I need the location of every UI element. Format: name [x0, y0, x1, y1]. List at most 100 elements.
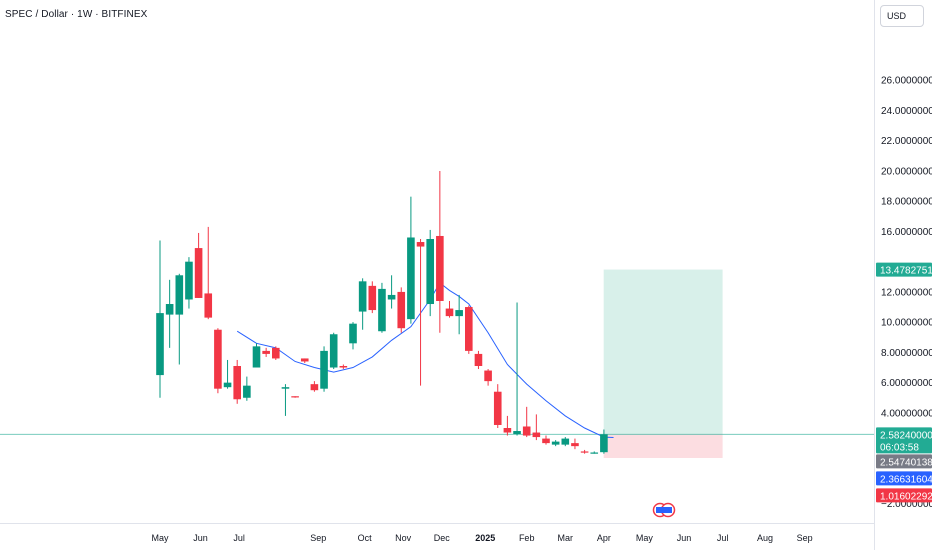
candle — [156, 240, 164, 398]
candle-body — [368, 285, 377, 311]
candle — [387, 275, 396, 309]
time-tick-label: Mar — [558, 533, 574, 543]
candle-body — [561, 438, 570, 445]
candle — [204, 226, 213, 320]
time-tick-label: Sep — [310, 533, 326, 543]
candle — [474, 350, 483, 370]
price-tick-label: 26.00000000 — [881, 76, 932, 87]
candle — [503, 415, 512, 436]
candle-body — [329, 334, 338, 368]
candle — [436, 170, 444, 333]
candle-body — [281, 387, 290, 389]
price-tick-label: 22.00000000 — [881, 136, 932, 147]
candle-body — [252, 346, 261, 368]
time-tick-label: Jun — [193, 533, 208, 543]
candle — [551, 440, 560, 447]
gray-price-label: 2.54740138 — [876, 454, 932, 469]
candle — [185, 257, 193, 309]
candle-body — [185, 261, 193, 300]
time-tick-label: May — [151, 533, 169, 543]
candle — [522, 406, 531, 438]
candle — [272, 346, 280, 360]
candle — [223, 359, 232, 389]
price-tick-label: 16.00000000 — [881, 227, 932, 238]
candle-body — [600, 434, 608, 453]
chart-title: SPEC / Dollar · 1W · BITFINEX — [5, 9, 148, 20]
candle-body — [416, 242, 425, 247]
candle — [291, 396, 299, 398]
candle-body — [522, 426, 531, 436]
time-tick-label: Aug — [757, 533, 773, 543]
candle — [493, 384, 502, 428]
candle-body — [233, 366, 241, 400]
candle — [532, 414, 541, 441]
time-tick-label: May — [636, 533, 654, 543]
candle — [252, 343, 261, 368]
candle — [580, 449, 589, 454]
price-axis-divider — [874, 0, 875, 550]
candle-body — [455, 310, 463, 317]
price-tick-label: 24.00000000 — [881, 106, 932, 117]
candle-body — [387, 294, 396, 300]
price-tick-label: 6.00000000 — [881, 378, 932, 389]
candle-body — [272, 347, 280, 359]
candle — [358, 278, 367, 330]
candle — [233, 359, 241, 404]
gray-price-label-text: 2.54740138 — [880, 457, 932, 468]
candle — [455, 294, 463, 335]
candle-body — [378, 288, 386, 332]
stop-price-label-text: 1.01602292 — [880, 491, 932, 502]
candle-body — [503, 428, 512, 433]
candle-body — [580, 451, 589, 453]
stop-price-label: 1.01602292 — [876, 488, 932, 503]
time-tick-label: 2025 — [475, 533, 495, 543]
candle-body — [465, 307, 473, 351]
candle-body — [445, 308, 454, 317]
candle — [320, 346, 328, 392]
candle-body — [474, 353, 483, 367]
candle — [262, 347, 270, 357]
candle-body — [426, 239, 434, 305]
candle — [590, 451, 599, 454]
candle-body — [204, 293, 213, 318]
gray-price-label-bg — [876, 454, 932, 469]
time-tick-label: Oct — [358, 533, 373, 543]
candle-body — [571, 443, 579, 447]
earnings-flag-icon[interactable] — [652, 502, 676, 518]
ma-price-label-bg — [876, 471, 932, 486]
candle — [513, 302, 521, 436]
currency-selector[interactable]: USD — [880, 5, 924, 27]
candle — [329, 332, 338, 370]
candle — [561, 437, 570, 447]
time-tick-label: Apr — [597, 533, 611, 543]
event-icon-flag — [656, 507, 664, 513]
time-tick-label: Jul — [233, 533, 245, 543]
time-tick-label: Jun — [677, 533, 692, 543]
stop-price-label-bg — [876, 488, 932, 503]
target-price-label-bg — [876, 262, 932, 277]
candle-body — [175, 275, 184, 315]
candle-body — [339, 366, 348, 368]
candle-body — [513, 431, 521, 435]
candle — [310, 381, 319, 392]
candle-body — [320, 350, 328, 389]
candle-body — [300, 358, 309, 362]
candle — [407, 196, 415, 324]
candle-body — [358, 281, 367, 312]
candle-body — [397, 291, 406, 329]
current-price-label-text: 06:03:58 — [880, 442, 919, 453]
candle-body — [542, 438, 550, 444]
candle-body — [407, 237, 415, 320]
candle-body — [436, 235, 444, 301]
candle — [339, 364, 348, 370]
price-tick-label: 20.00000000 — [881, 166, 932, 177]
candle-body — [349, 323, 357, 344]
candle — [397, 287, 406, 333]
candle — [542, 435, 550, 445]
candle-body — [493, 391, 502, 425]
current-price-label-text: 2.58240000 — [880, 430, 932, 441]
candle-body — [291, 396, 299, 398]
candle-body — [165, 304, 174, 315]
